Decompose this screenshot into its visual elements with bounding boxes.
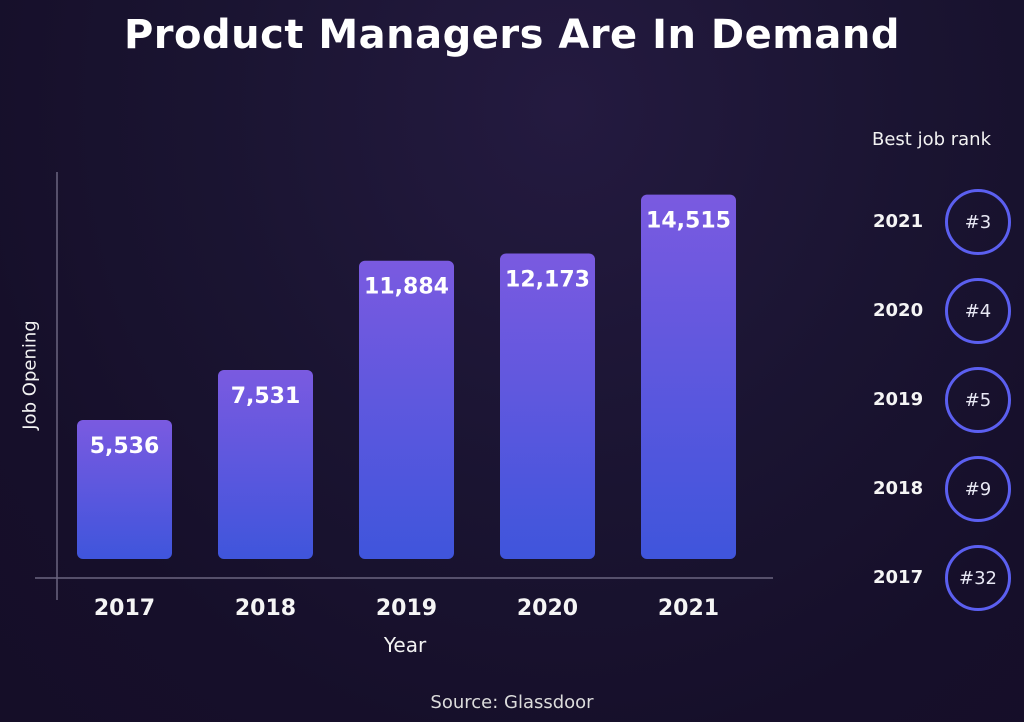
bar-2020 xyxy=(500,253,595,559)
rank-year: 2019 xyxy=(873,389,924,410)
rank-badge: #4 xyxy=(945,278,1011,344)
rank-year: 2018 xyxy=(873,478,924,499)
x-tick-2018: 2018 xyxy=(235,596,296,621)
bar-2018 xyxy=(218,369,313,559)
y-axis-label: Job Opening xyxy=(19,320,41,430)
rank-badge: #32 xyxy=(945,545,1011,611)
bar-2017 xyxy=(77,420,172,559)
bar-2019 xyxy=(359,260,454,559)
rank-badge: #9 xyxy=(945,456,1011,522)
rank-row-2021: 2021 #3 xyxy=(873,189,1013,255)
rank-row-2019: 2019 #5 xyxy=(873,367,1013,433)
x-tick-2019: 2019 xyxy=(376,596,437,621)
source-note: Source: Glassdoor xyxy=(430,692,594,713)
x-tick-2020: 2020 xyxy=(517,596,578,621)
value-label-2019: 11,884 xyxy=(364,275,449,300)
rank-row-2020: 2020 #4 xyxy=(873,278,1013,344)
bar-2021 xyxy=(641,194,736,559)
rank-badge: #3 xyxy=(945,189,1011,255)
x-tick-2021: 2021 xyxy=(658,596,719,621)
value-label-2017: 5,536 xyxy=(90,434,160,459)
rank-year: 2021 xyxy=(873,211,924,232)
x-tick-2017: 2017 xyxy=(94,596,155,621)
value-label-2018: 7,531 xyxy=(231,384,301,409)
chart-title: Product Managers Are In Demand xyxy=(123,12,900,58)
value-label-2020: 12,173 xyxy=(505,267,590,292)
rank-year: 2020 xyxy=(873,300,924,321)
rank-badge: #5 xyxy=(945,367,1011,433)
rank-row-2018: 2018 #9 xyxy=(873,456,1013,522)
rank-row-2017: 2017 #32 xyxy=(873,545,1013,611)
rank-panel-title: Best job rank xyxy=(872,129,992,150)
value-label-2021: 14,515 xyxy=(646,209,731,234)
rank-year: 2017 xyxy=(873,567,924,588)
